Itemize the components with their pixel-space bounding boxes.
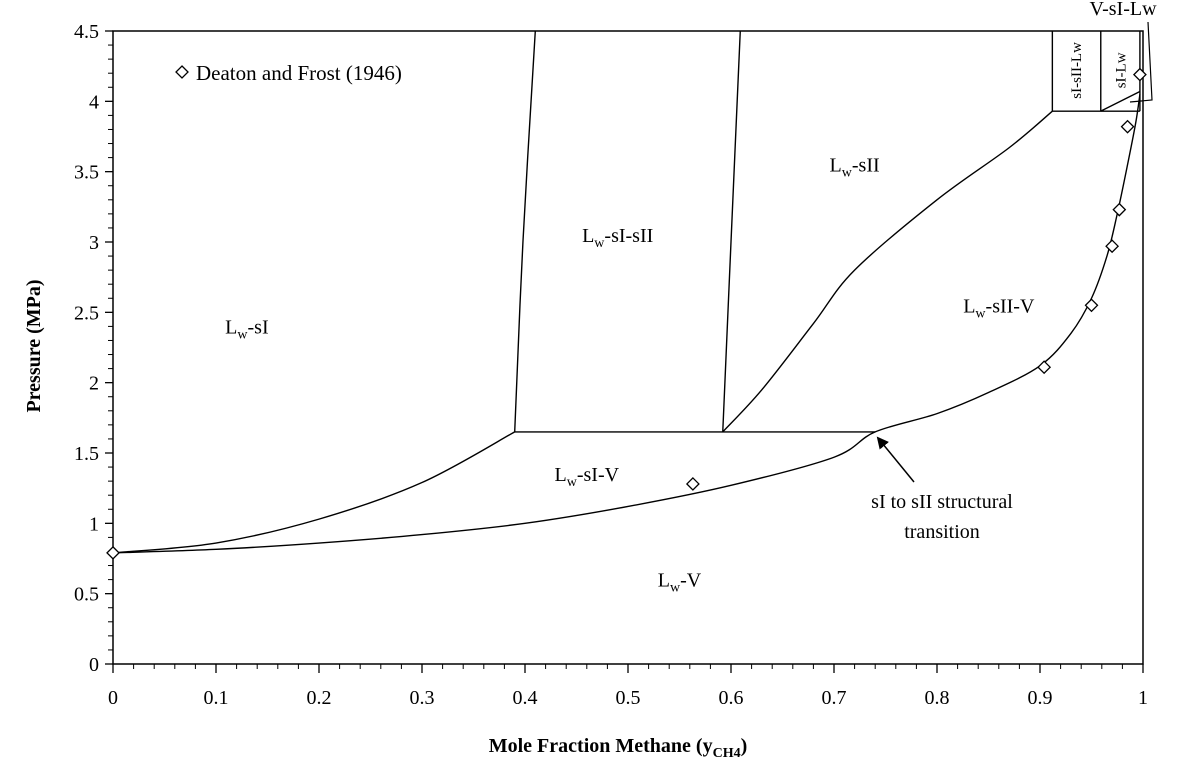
y-tick-label: 0.5 bbox=[74, 584, 99, 606]
y-tick-label: 4.5 bbox=[74, 21, 99, 43]
y-axis-label: Pressure (MPa) bbox=[23, 279, 45, 412]
y-tick-label: 2 bbox=[89, 373, 99, 395]
y-tick-label: 1 bbox=[89, 513, 99, 535]
y-tick-label: 0 bbox=[89, 654, 99, 676]
data-point-diamond bbox=[106, 545, 120, 560]
legend-label: Deaton and Frost (1946) bbox=[196, 61, 402, 85]
y-tick-label: 3 bbox=[89, 232, 99, 254]
region-label-lw-si: Lw-sI bbox=[225, 316, 268, 342]
boundary-sii-v-upper bbox=[722, 110, 1053, 433]
data-point-diamond bbox=[685, 477, 700, 491]
boundary-si-sii-left bbox=[514, 30, 536, 432]
annotation-transition-line2: transition bbox=[904, 521, 980, 543]
x-tick-label: 0.3 bbox=[410, 687, 435, 709]
y-tick-label: 2.5 bbox=[74, 302, 99, 324]
x-tick-label: 0.4 bbox=[513, 687, 538, 709]
data-point-diamond bbox=[1120, 119, 1135, 134]
axis-tick-labels: 0 0.1 0.2 0.3 0.4 0.5 0.6 0.7 0.8 0.9 1 0 0.5 1 1.5 2 2.… bbox=[74, 21, 1148, 709]
boundary-small-triangle bbox=[1100, 90, 1141, 112]
plot-area-border bbox=[112, 30, 1144, 665]
v-si-lw-bracket bbox=[1129, 21, 1153, 103]
annotation-v-si-lw: V-sI-Lw bbox=[1089, 0, 1157, 20]
data-point-diamond bbox=[1037, 360, 1052, 375]
y-tick-label: 1.5 bbox=[74, 443, 99, 465]
plot-frame bbox=[112, 30, 1144, 665]
legend: Deaton and Frost (1946) bbox=[175, 61, 402, 85]
x-tick-label: 0.2 bbox=[307, 687, 332, 709]
x-tick-label: 0.7 bbox=[822, 687, 847, 709]
axis-ticks bbox=[105, 30, 1144, 673]
region-label-lw-si-v: Lw-sI-V bbox=[555, 464, 620, 490]
region-label-lw-sii-v: Lw-sII-V bbox=[963, 295, 1035, 321]
annotation-transition-line1: sI to sII structural bbox=[871, 491, 1013, 513]
x-axis-label: Mole Fraction Methane (yCH4) bbox=[489, 735, 748, 758]
x-tick-label: 0.1 bbox=[204, 687, 229, 709]
data-point-diamond bbox=[1084, 298, 1099, 313]
data-point-diamond bbox=[1105, 239, 1120, 254]
data-point-diamond bbox=[1112, 202, 1127, 217]
phase-boundaries bbox=[112, 30, 1141, 554]
x-axis-label-sub: CH4 bbox=[713, 746, 741, 758]
x-tick-label: 0.8 bbox=[925, 687, 950, 709]
x-tick-label: 1 bbox=[1138, 687, 1148, 709]
x-tick-label: 0.6 bbox=[719, 687, 744, 709]
legend-diamond-marker bbox=[175, 65, 189, 79]
region-labels: Lw-sI Lw-sI-sII Lw-sII Lw-sII-V Lw-sI-V Lw-V s… bbox=[225, 42, 1129, 596]
x-tick-label: 0.9 bbox=[1028, 687, 1053, 709]
region-label-lw-v: Lw-V bbox=[658, 570, 702, 596]
vertical-label-si-sii-lw: sI-sII-Lw bbox=[1069, 42, 1085, 99]
x-axis-label-close: ) bbox=[741, 735, 748, 757]
x-tick-label: 0.5 bbox=[616, 687, 641, 709]
x-tick-label: 0 bbox=[108, 687, 118, 709]
boundary-lw-si-lower bbox=[112, 431, 516, 554]
y-tick-label: 4 bbox=[89, 91, 99, 113]
boundary-si-sii-right bbox=[722, 30, 741, 432]
transition-arrow bbox=[876, 436, 915, 483]
vertical-label-si-lw: sI-Lw bbox=[1113, 52, 1129, 88]
region-label-lw-sii: Lw-sII bbox=[830, 155, 880, 181]
data-points bbox=[106, 67, 1147, 560]
region-label-lw-si-sii: Lw-sI-sII bbox=[582, 225, 653, 251]
data-point-diamond bbox=[1132, 67, 1147, 82]
x-axis-label-main: Mole Fraction Methane (y bbox=[489, 735, 713, 757]
y-tick-label: 3.5 bbox=[74, 162, 99, 184]
